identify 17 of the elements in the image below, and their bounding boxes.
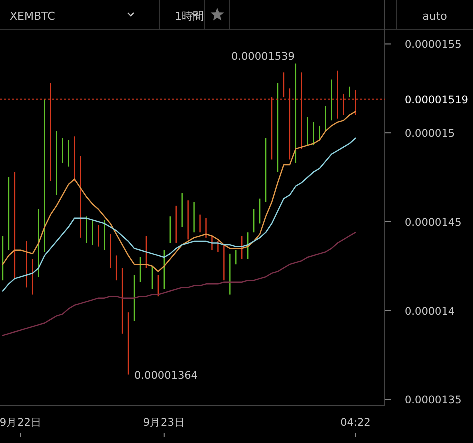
line-series <box>2 111 356 272</box>
annotation: 0.00001364 <box>134 370 198 382</box>
y-tick-label: 0.0000135 <box>405 394 462 407</box>
line-series <box>2 232 356 336</box>
x-tick-label: 04:22 <box>340 417 371 429</box>
y-tick-label: 0.0000155 <box>405 39 462 52</box>
text: 1時間 <box>175 10 204 23</box>
text: auto <box>422 10 448 23</box>
line-series <box>2 138 356 292</box>
x-tick-label: 9月23日 <box>143 417 186 429</box>
ref-line-label: 0.00001519 <box>405 94 468 106</box>
annotation: 0.00001539 <box>231 50 295 63</box>
x-tick-label: 9月22日 <box>0 417 42 429</box>
text: XEMBTC <box>10 10 56 23</box>
y-tick-label: 0.0000145 <box>405 216 462 229</box>
y-tick-label: 0.000014 <box>405 306 456 318</box>
y-tick-label: 0.000015 <box>405 128 456 140</box>
